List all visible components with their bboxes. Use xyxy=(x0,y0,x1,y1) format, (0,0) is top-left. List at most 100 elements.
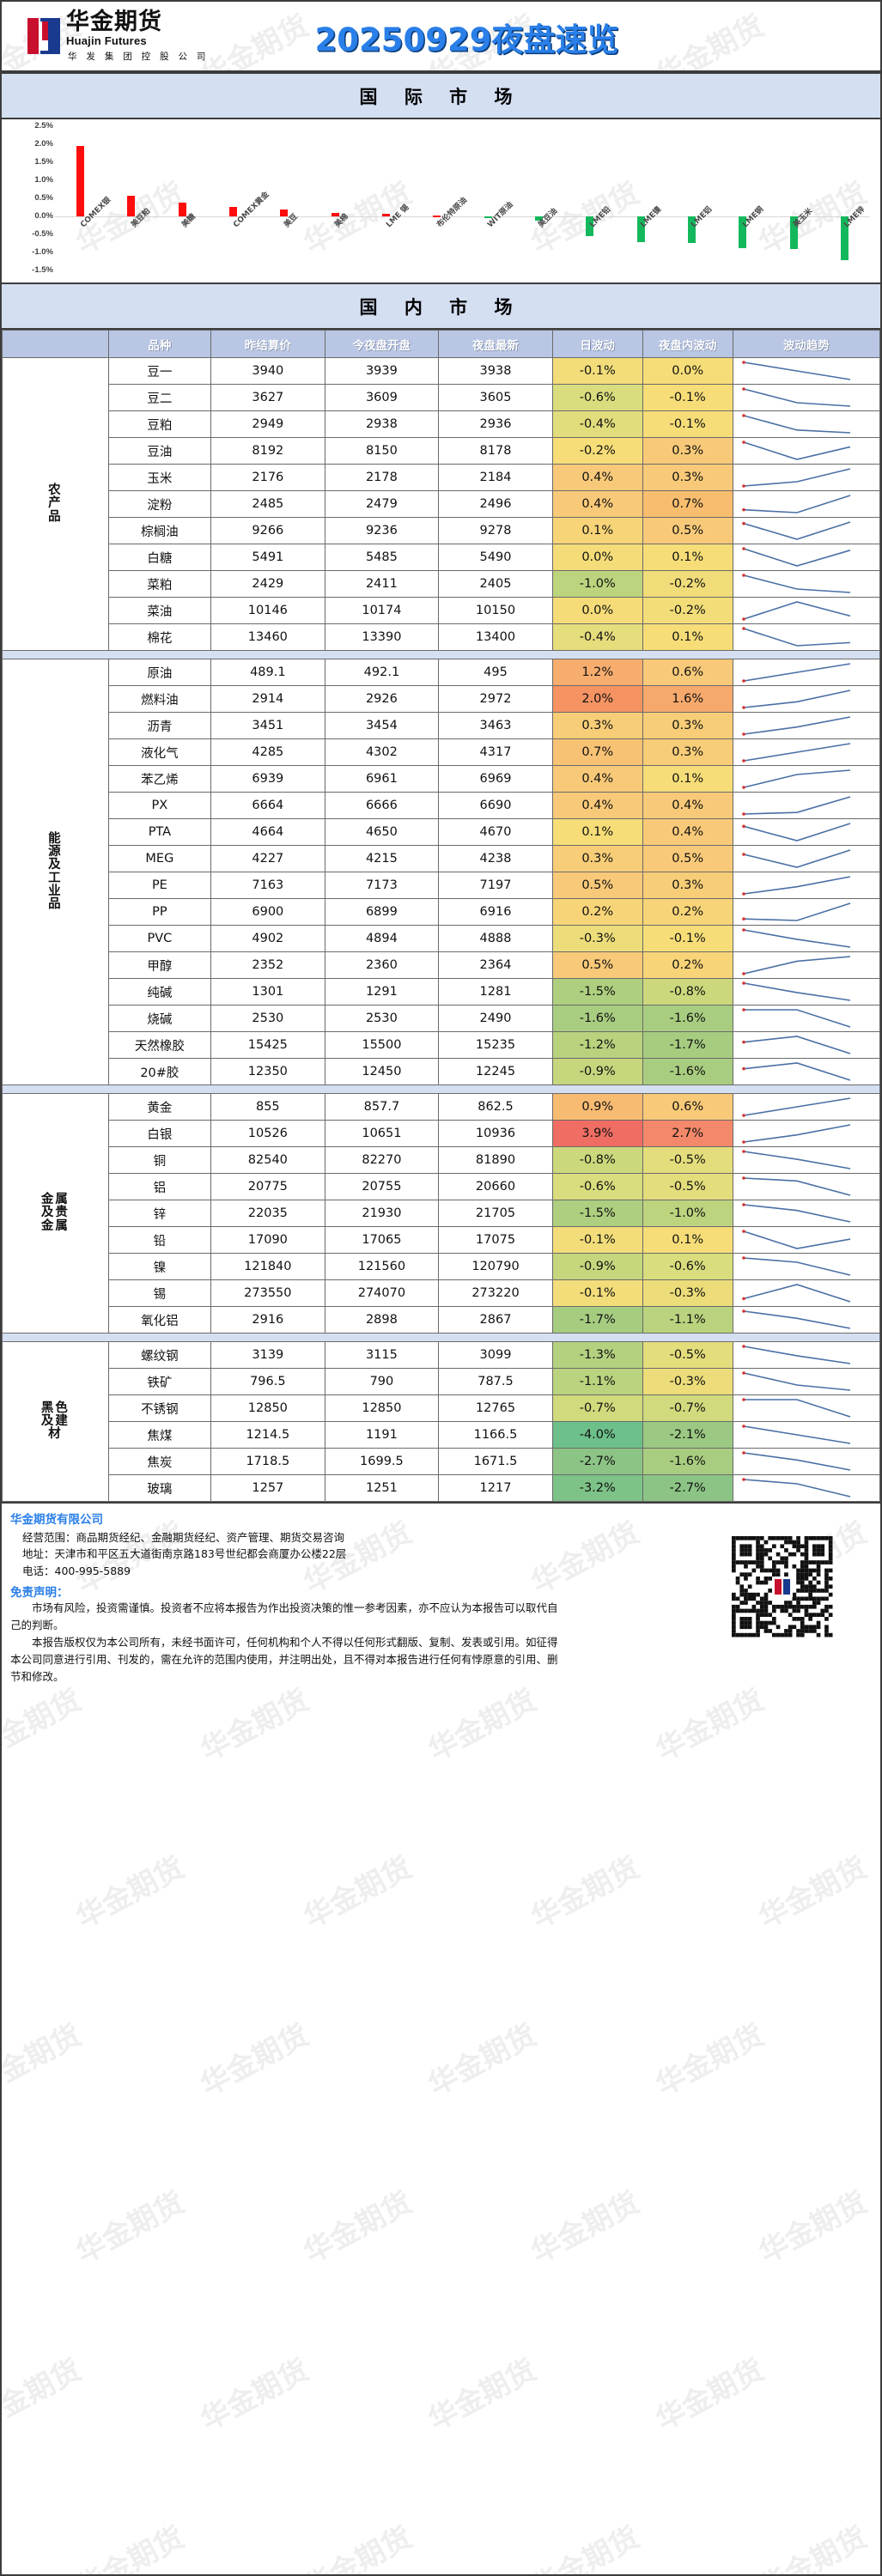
prev-settle: 273550 xyxy=(210,1279,325,1307)
night-last: 2496 xyxy=(438,490,553,518)
day-change: 0.2% xyxy=(551,898,643,926)
table-row: 铝 20775 20755 20660 -0.6% -0.5% xyxy=(3,1173,881,1200)
night-last: 3938 xyxy=(438,357,553,385)
day-change: -0.9% xyxy=(551,1058,643,1085)
trend-sparkline xyxy=(732,898,881,926)
table-row: 豆油 8192 8150 8178 -0.2% 0.3% xyxy=(3,437,881,465)
trend-sparkline xyxy=(732,1031,881,1059)
night-change: -0.2% xyxy=(642,597,733,624)
day-change: 2.0% xyxy=(551,685,643,713)
product-name: 烧碱 xyxy=(107,1005,212,1032)
prev-settle: 6939 xyxy=(210,765,325,793)
table-column-header: 波动趋势 xyxy=(732,330,881,358)
table-row: PTA 4664 4650 4670 0.1% 0.4% xyxy=(3,818,881,846)
product-name: 苯乙烯 xyxy=(107,765,212,793)
day-change: 0.4% xyxy=(551,765,643,793)
night-last: 2936 xyxy=(438,410,553,438)
table-row: 天然橡胶 15425 15500 15235 -1.2% -1.7% xyxy=(3,1031,881,1059)
prev-settle: 2914 xyxy=(210,685,325,713)
chart-x-tick-label: 美豆油 xyxy=(537,207,560,230)
night-change: -0.6% xyxy=(642,1253,733,1280)
product-name: 玻璃 xyxy=(107,1474,212,1502)
night-change: -0.1% xyxy=(642,925,733,952)
prev-settle: 1214.5 xyxy=(210,1421,325,1449)
trend-sparkline xyxy=(732,872,881,899)
trend-sparkline xyxy=(732,597,881,624)
night-change: -0.1% xyxy=(642,384,733,411)
product-name: 豆粕 xyxy=(107,410,212,438)
night-change: 0.6% xyxy=(642,659,733,686)
table-row: 铅 17090 17065 17075 -0.1% 0.1% xyxy=(3,1226,881,1254)
table-row: 豆粕 2949 2938 2936 -0.4% -0.1% xyxy=(3,410,881,438)
table-row: 玉米 2176 2178 2184 0.4% 0.3% xyxy=(3,464,881,491)
night-change: -0.5% xyxy=(642,1341,733,1369)
trend-sparkline xyxy=(732,1448,881,1475)
product-name: 豆二 xyxy=(107,384,212,411)
prev-settle: 22035 xyxy=(210,1200,325,1227)
disclaimer-paragraph-1: 市场有风险，投资需谨慎。投资者不应将本报告为作出投资决策的惟一参考因素，亦不应认… xyxy=(10,1601,558,1632)
product-name: 不锈钢 xyxy=(107,1394,212,1422)
night-open: 790 xyxy=(324,1368,440,1395)
night-change: 0.3% xyxy=(642,437,733,465)
prev-settle: 489.1 xyxy=(210,659,325,686)
trend-sparkline xyxy=(732,685,881,713)
day-change: -2.7% xyxy=(551,1448,643,1475)
product-name: 豆一 xyxy=(107,357,212,385)
chart-y-tick: -0.5% xyxy=(32,229,53,239)
chart-bar xyxy=(76,146,85,216)
product-name: 原油 xyxy=(107,659,212,686)
table-row: 甲醇 2352 2360 2364 0.5% 0.2% xyxy=(3,951,881,979)
night-change: 0.5% xyxy=(642,517,733,544)
product-name: 镍 xyxy=(107,1253,212,1280)
prev-settle: 12350 xyxy=(210,1058,325,1085)
day-change: 0.1% xyxy=(551,517,643,544)
product-name: 铝 xyxy=(107,1173,212,1200)
section-banner-international: 国 际 市 场 xyxy=(2,72,880,119)
prev-settle: 10526 xyxy=(210,1120,325,1147)
prev-settle: 6900 xyxy=(210,898,325,926)
night-change: -1.0% xyxy=(642,1200,733,1227)
table-row: 农产品豆一 3940 3939 3938 -0.1% 0.0% xyxy=(2,357,881,651)
table-row: 菜粕 2429 2411 2405 -1.0% -0.2% xyxy=(3,570,881,598)
trend-sparkline xyxy=(732,712,881,739)
night-change: 0.1% xyxy=(642,623,733,651)
night-last: 9278 xyxy=(438,517,553,544)
trend-sparkline xyxy=(732,490,881,518)
chart-bar xyxy=(484,216,492,219)
night-change: -1.6% xyxy=(642,1005,733,1032)
table-row: 纯碱 1301 1291 1281 -1.5% -0.8% xyxy=(3,978,881,1005)
qr-code-icon xyxy=(732,1536,833,1637)
product-name: 液化气 xyxy=(107,738,212,766)
brand-subtitle: 华 发 集 团 控 股 公 司 xyxy=(68,52,210,63)
day-change: -0.6% xyxy=(551,384,643,411)
prev-settle: 15425 xyxy=(210,1031,325,1059)
day-change: -0.1% xyxy=(551,1279,643,1307)
day-change: -0.1% xyxy=(551,1226,643,1254)
night-last: 1217 xyxy=(438,1474,553,1502)
night-last: 2364 xyxy=(438,951,553,979)
table-body: 农产品豆一 3940 3939 3938 -0.1% 0.0% 豆二 3627 3609 3605… xyxy=(2,357,881,1502)
prev-settle: 4227 xyxy=(210,845,325,872)
night-change: -0.1% xyxy=(642,410,733,438)
table-row: PX 6664 6666 6690 0.4% 0.4% xyxy=(3,792,881,819)
chart-y-tick: 0.0% xyxy=(34,211,53,221)
prev-settle: 2916 xyxy=(210,1306,325,1334)
night-open: 3454 xyxy=(324,712,440,739)
night-last: 2867 xyxy=(438,1306,553,1334)
day-change: -0.2% xyxy=(551,437,643,465)
night-last: 4888 xyxy=(438,925,553,952)
night-last: 4670 xyxy=(438,818,553,846)
chart-y-tick: -1.0% xyxy=(32,247,53,257)
day-change: -3.2% xyxy=(551,1474,643,1502)
night-change: 0.4% xyxy=(642,818,733,846)
trend-sparkline xyxy=(732,845,881,872)
prev-settle: 4285 xyxy=(210,738,325,766)
chart-bar xyxy=(739,216,747,248)
table-row: 铜 82540 82270 81890 -0.8% -0.5% xyxy=(3,1146,881,1174)
product-name: PVC xyxy=(107,925,212,952)
prev-settle: 4902 xyxy=(210,925,325,952)
trend-sparkline xyxy=(732,623,881,651)
chart-bar xyxy=(127,195,136,216)
product-name: PX xyxy=(107,792,212,819)
